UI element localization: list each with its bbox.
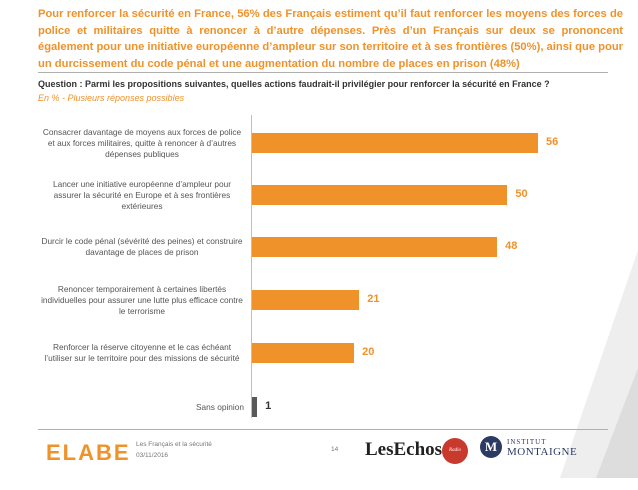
bar [252,397,258,417]
separator-bottom [38,429,608,430]
institut-montaigne-line2: MONTAIGNE [507,446,578,458]
bar [252,290,360,310]
bar-value-label: 21 [367,293,380,305]
bar [252,133,538,153]
bar-value-label: 56 [546,136,559,148]
category-label: Sans opinion [196,401,244,412]
lesechos-logo: LesEchos [365,439,443,460]
question: Question : Parmi les propositions suivan… [38,79,550,89]
footer-study: Les Français et la sécurité [136,441,212,448]
bar [252,185,508,205]
page-number: 14 [331,446,339,453]
bar [252,343,355,363]
chart-axis [251,115,252,418]
headline: Pour renforcer la sécurité en France, 56… [38,8,624,70]
decorative-triangle-graphic [560,250,638,478]
bar-value-label: 1 [265,400,272,412]
category-label: Renforcer la réserve citoyenne et le cas… [44,342,240,363]
category-label: Durcir le code pénal (sévérité des peine… [41,236,243,257]
category-label: Lancer une initiative européenne d’ample… [52,178,232,211]
category-label: Consacrer davantage de moyens aux forces… [42,126,242,159]
footer-date: 03/11/2016 [136,452,169,459]
separator-top [38,72,608,73]
subtitle: En % - Plusieurs réponses possibles [38,93,185,103]
bar-value-label: 20 [362,346,375,358]
institut-montaigne-line1: INSTITUT [507,438,547,446]
elabe-logo: ELABE [46,440,131,465]
institut-montaigne-icon: M [480,436,502,458]
category-label: Renoncer temporairement à certaines libe… [41,283,243,316]
bar-value-label: 50 [515,188,528,200]
bar [252,237,498,257]
radio-classique-logo: Radio Classique [442,438,468,479]
bar-value-label: 48 [505,240,518,252]
